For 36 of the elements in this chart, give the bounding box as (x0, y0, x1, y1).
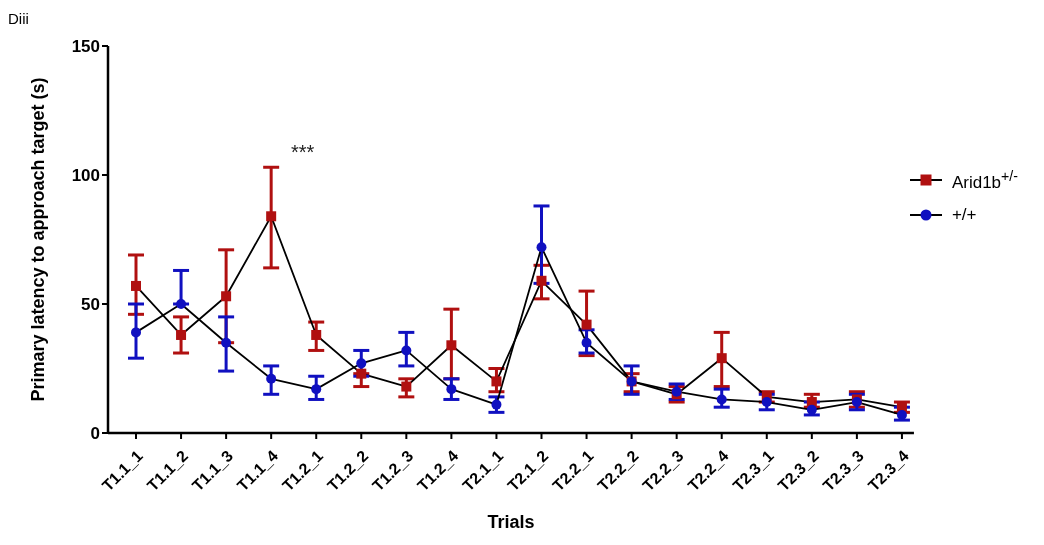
point (581, 319, 592, 330)
point (401, 345, 412, 356)
point (131, 327, 141, 338)
text: Diii (8, 10, 29, 27)
point (176, 329, 187, 340)
point (311, 384, 322, 395)
point (581, 337, 592, 348)
point (491, 376, 502, 387)
point (761, 397, 772, 408)
point (716, 394, 727, 405)
point (896, 409, 907, 420)
x-axis-title: Trials (487, 512, 535, 532)
legend-label: Arid1b$^{+/-}$ (951, 168, 1018, 193)
point (446, 384, 457, 395)
point (446, 340, 457, 351)
y-tick-label: 100 (71, 166, 100, 186)
y-tick-label: 50 (81, 295, 100, 315)
y-tick-label: 150 (71, 37, 100, 57)
y-axis-title: Primary latency to approach target (s) (28, 77, 49, 402)
point (536, 242, 547, 253)
point (401, 381, 412, 392)
legend-label: +/+ (951, 204, 977, 225)
point (266, 373, 277, 384)
point (491, 399, 502, 410)
point (221, 337, 232, 348)
point (266, 211, 277, 222)
point (806, 404, 817, 415)
point (356, 358, 367, 369)
point (716, 353, 727, 364)
point (536, 275, 547, 286)
point (131, 280, 141, 291)
point (356, 368, 367, 379)
point (221, 291, 232, 302)
y-tick-label: 0 (90, 424, 100, 444)
annotation: *** (291, 141, 315, 164)
point (311, 329, 322, 340)
